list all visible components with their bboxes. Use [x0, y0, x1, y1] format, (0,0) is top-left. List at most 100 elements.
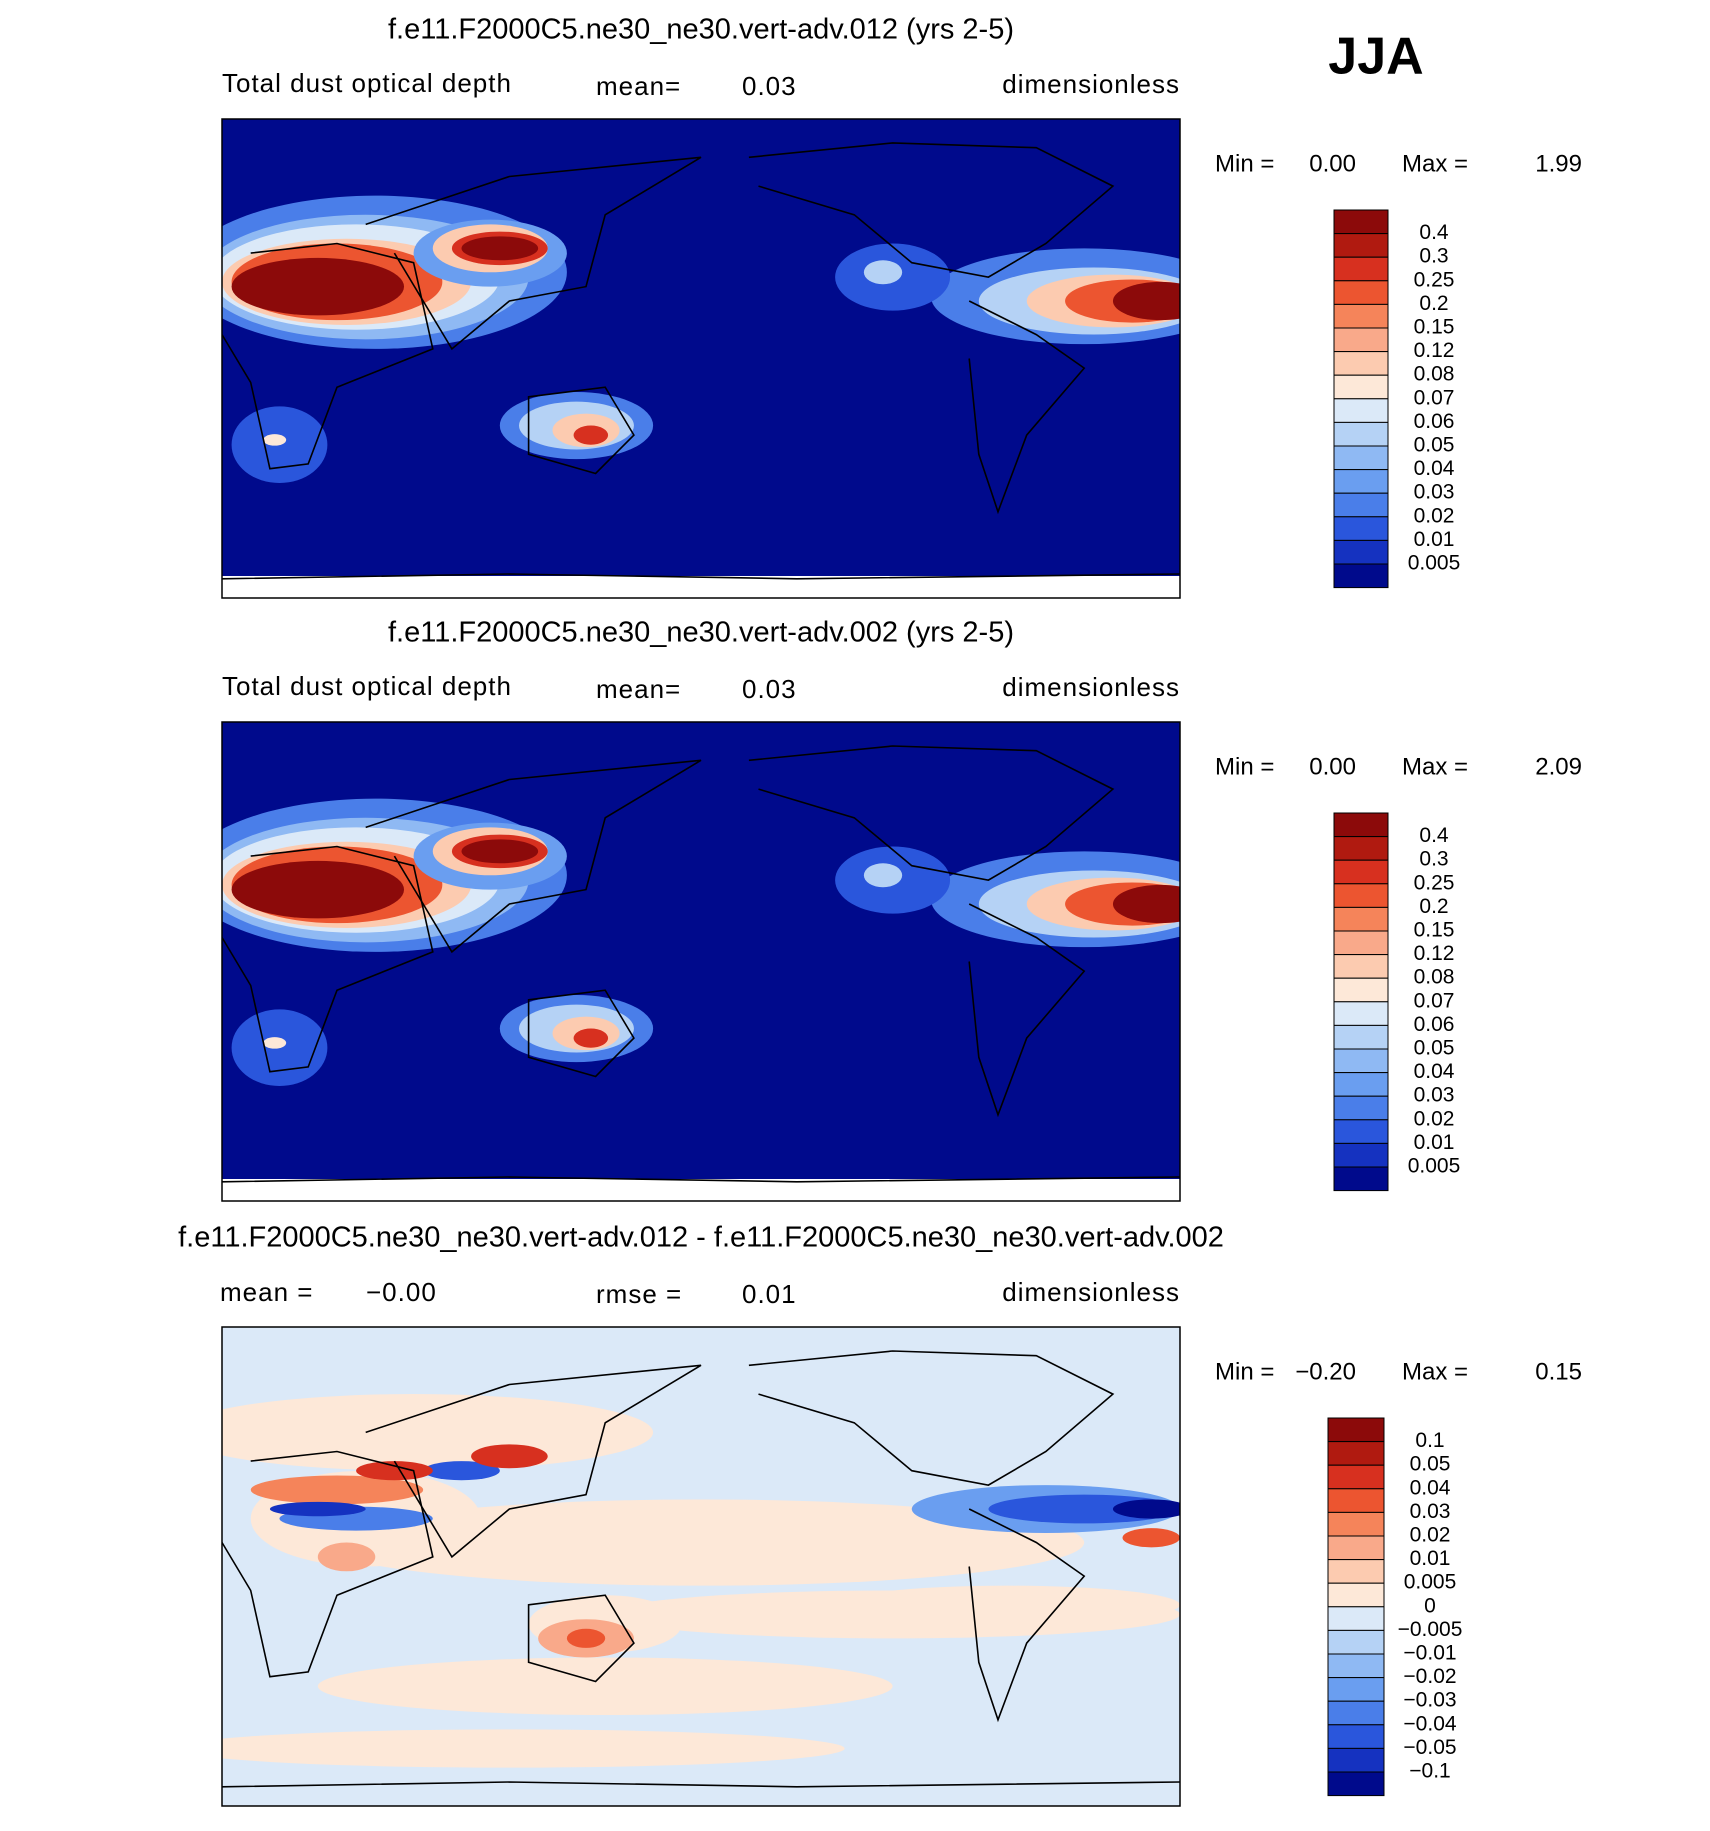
field-contour [835, 1585, 1180, 1624]
colorbar-label: 0.15 [1414, 919, 1455, 942]
colorbar-box [1333, 1048, 1389, 1074]
colorbar-box [1333, 977, 1389, 1003]
colorbar-label: 0.05 [1414, 434, 1455, 457]
map [221, 721, 1181, 1202]
colorbar-box [1333, 563, 1389, 589]
colorbar-box [1333, 1119, 1389, 1144]
min-value: −0.20 [1295, 1358, 1356, 1385]
field-contour [269, 1501, 366, 1517]
field-contour [1122, 1528, 1180, 1548]
colorbar-label: 0.005 [1404, 1571, 1457, 1594]
units-label: dimensionless [1002, 1277, 1180, 1307]
colorbar-box [1333, 256, 1389, 282]
colorbar-box [1327, 1582, 1385, 1608]
colorbar-box [1327, 1559, 1385, 1584]
stat-value: 0.03 [742, 71, 797, 101]
colorbar-box [1333, 954, 1389, 979]
panel-title: f.e11.F2000C5.ne30_ne30.vert-adv.012 (yr… [388, 14, 1014, 46]
colorbar-box [1333, 812, 1389, 838]
colorbar-label: 0.04 [1410, 1476, 1451, 1499]
field-contour [263, 434, 287, 446]
field-contour [1112, 1499, 1180, 1519]
min-value: 0.00 [1309, 150, 1356, 177]
field-contour [231, 860, 405, 919]
field-contour [317, 1499, 1085, 1586]
field-contour [250, 1475, 424, 1505]
map-field [222, 722, 1180, 1201]
colorbar-label: 0.005 [1408, 552, 1461, 575]
colorbar-label: 0.03 [1414, 1084, 1455, 1107]
mean-value: −0.00 [366, 1277, 437, 1307]
field-contour [222, 1394, 654, 1471]
colorbar-label: −0.1 [1409, 1760, 1450, 1783]
map-field [222, 1327, 1180, 1806]
colorbar-box [1327, 1535, 1385, 1561]
field-contour [461, 839, 539, 864]
coastline [527, 1594, 635, 1683]
units-label: dimensionless [1002, 69, 1180, 99]
colorbar-label: 0.3 [1419, 245, 1448, 268]
colorbar-box [1333, 883, 1389, 908]
max-label: Max = [1402, 150, 1468, 177]
colorbar-box [1333, 374, 1389, 400]
colorbar-box [1333, 280, 1389, 305]
colorbar-box [1333, 469, 1389, 494]
colorbar-box [1333, 351, 1389, 376]
coastline [748, 1350, 1115, 1486]
stat-label: mean= [596, 674, 681, 704]
colorbar-box [1333, 233, 1389, 258]
map [221, 1326, 1181, 1807]
field-contour [1112, 281, 1180, 321]
field-contour [566, 1628, 606, 1648]
colorbar-label: 0.01 [1414, 528, 1455, 551]
coastline [968, 300, 1086, 515]
colorbar-label: 0.25 [1414, 871, 1455, 894]
colorbar-label: 0.01 [1414, 1131, 1455, 1154]
coastline [222, 1450, 434, 1678]
coastline [748, 745, 1115, 881]
colorbar-box [1333, 209, 1389, 235]
field-contour [263, 1037, 287, 1049]
colorbar-label: 0.2 [1419, 895, 1448, 918]
season-label: JJA [1328, 28, 1423, 86]
colorbar-box [1333, 1166, 1389, 1192]
stat-value: 0.03 [742, 674, 797, 704]
field-contour [1112, 884, 1180, 924]
coastline [968, 903, 1086, 1118]
field-contour [317, 1657, 893, 1715]
min-label: Min = [1215, 150, 1274, 177]
colorbar-box [1327, 1677, 1385, 1702]
colorbar-label: 0.12 [1414, 942, 1455, 965]
map-background [222, 119, 1180, 598]
coastline [222, 242, 434, 470]
colorbar-box [1333, 327, 1389, 353]
field-contour [573, 425, 609, 445]
colorbar-box [1333, 398, 1389, 423]
colorbar-label: 0.4 [1419, 221, 1449, 244]
coastline [365, 759, 702, 954]
field-contour [423, 1461, 500, 1481]
map-frame [221, 1326, 1181, 1807]
colorbar-box [1333, 421, 1389, 447]
coastline [527, 989, 635, 1078]
colorbar-box [1327, 1771, 1385, 1797]
missing-data [222, 1179, 1180, 1201]
colorbar-box [1327, 1606, 1385, 1631]
max-value: 1.99 [1535, 150, 1582, 177]
units-label: dimensionless [1002, 672, 1180, 702]
missing-data [222, 576, 1180, 598]
panel-title: f.e11.F2000C5.ne30_ne30.vert-adv.012 - f… [178, 1222, 1224, 1254]
max-value: 0.15 [1535, 1358, 1582, 1385]
colorbar-box [1333, 1001, 1389, 1026]
colorbar-label: 0.08 [1414, 363, 1455, 386]
coastline [968, 1508, 1086, 1723]
min-value: 0.00 [1309, 753, 1356, 780]
colorbar-label: 0.02 [1414, 1107, 1455, 1130]
colorbar-label: 0.06 [1414, 410, 1455, 433]
colorbar-label: −0.04 [1403, 1712, 1456, 1735]
coastline [222, 573, 1180, 580]
colorbar-label: 0.04 [1414, 1060, 1455, 1083]
colorbar-box [1327, 1417, 1385, 1443]
panel-title: f.e11.F2000C5.ne30_ne30.vert-adv.002 (yr… [388, 617, 1014, 649]
field-label: Total dust optical depth [222, 671, 512, 701]
